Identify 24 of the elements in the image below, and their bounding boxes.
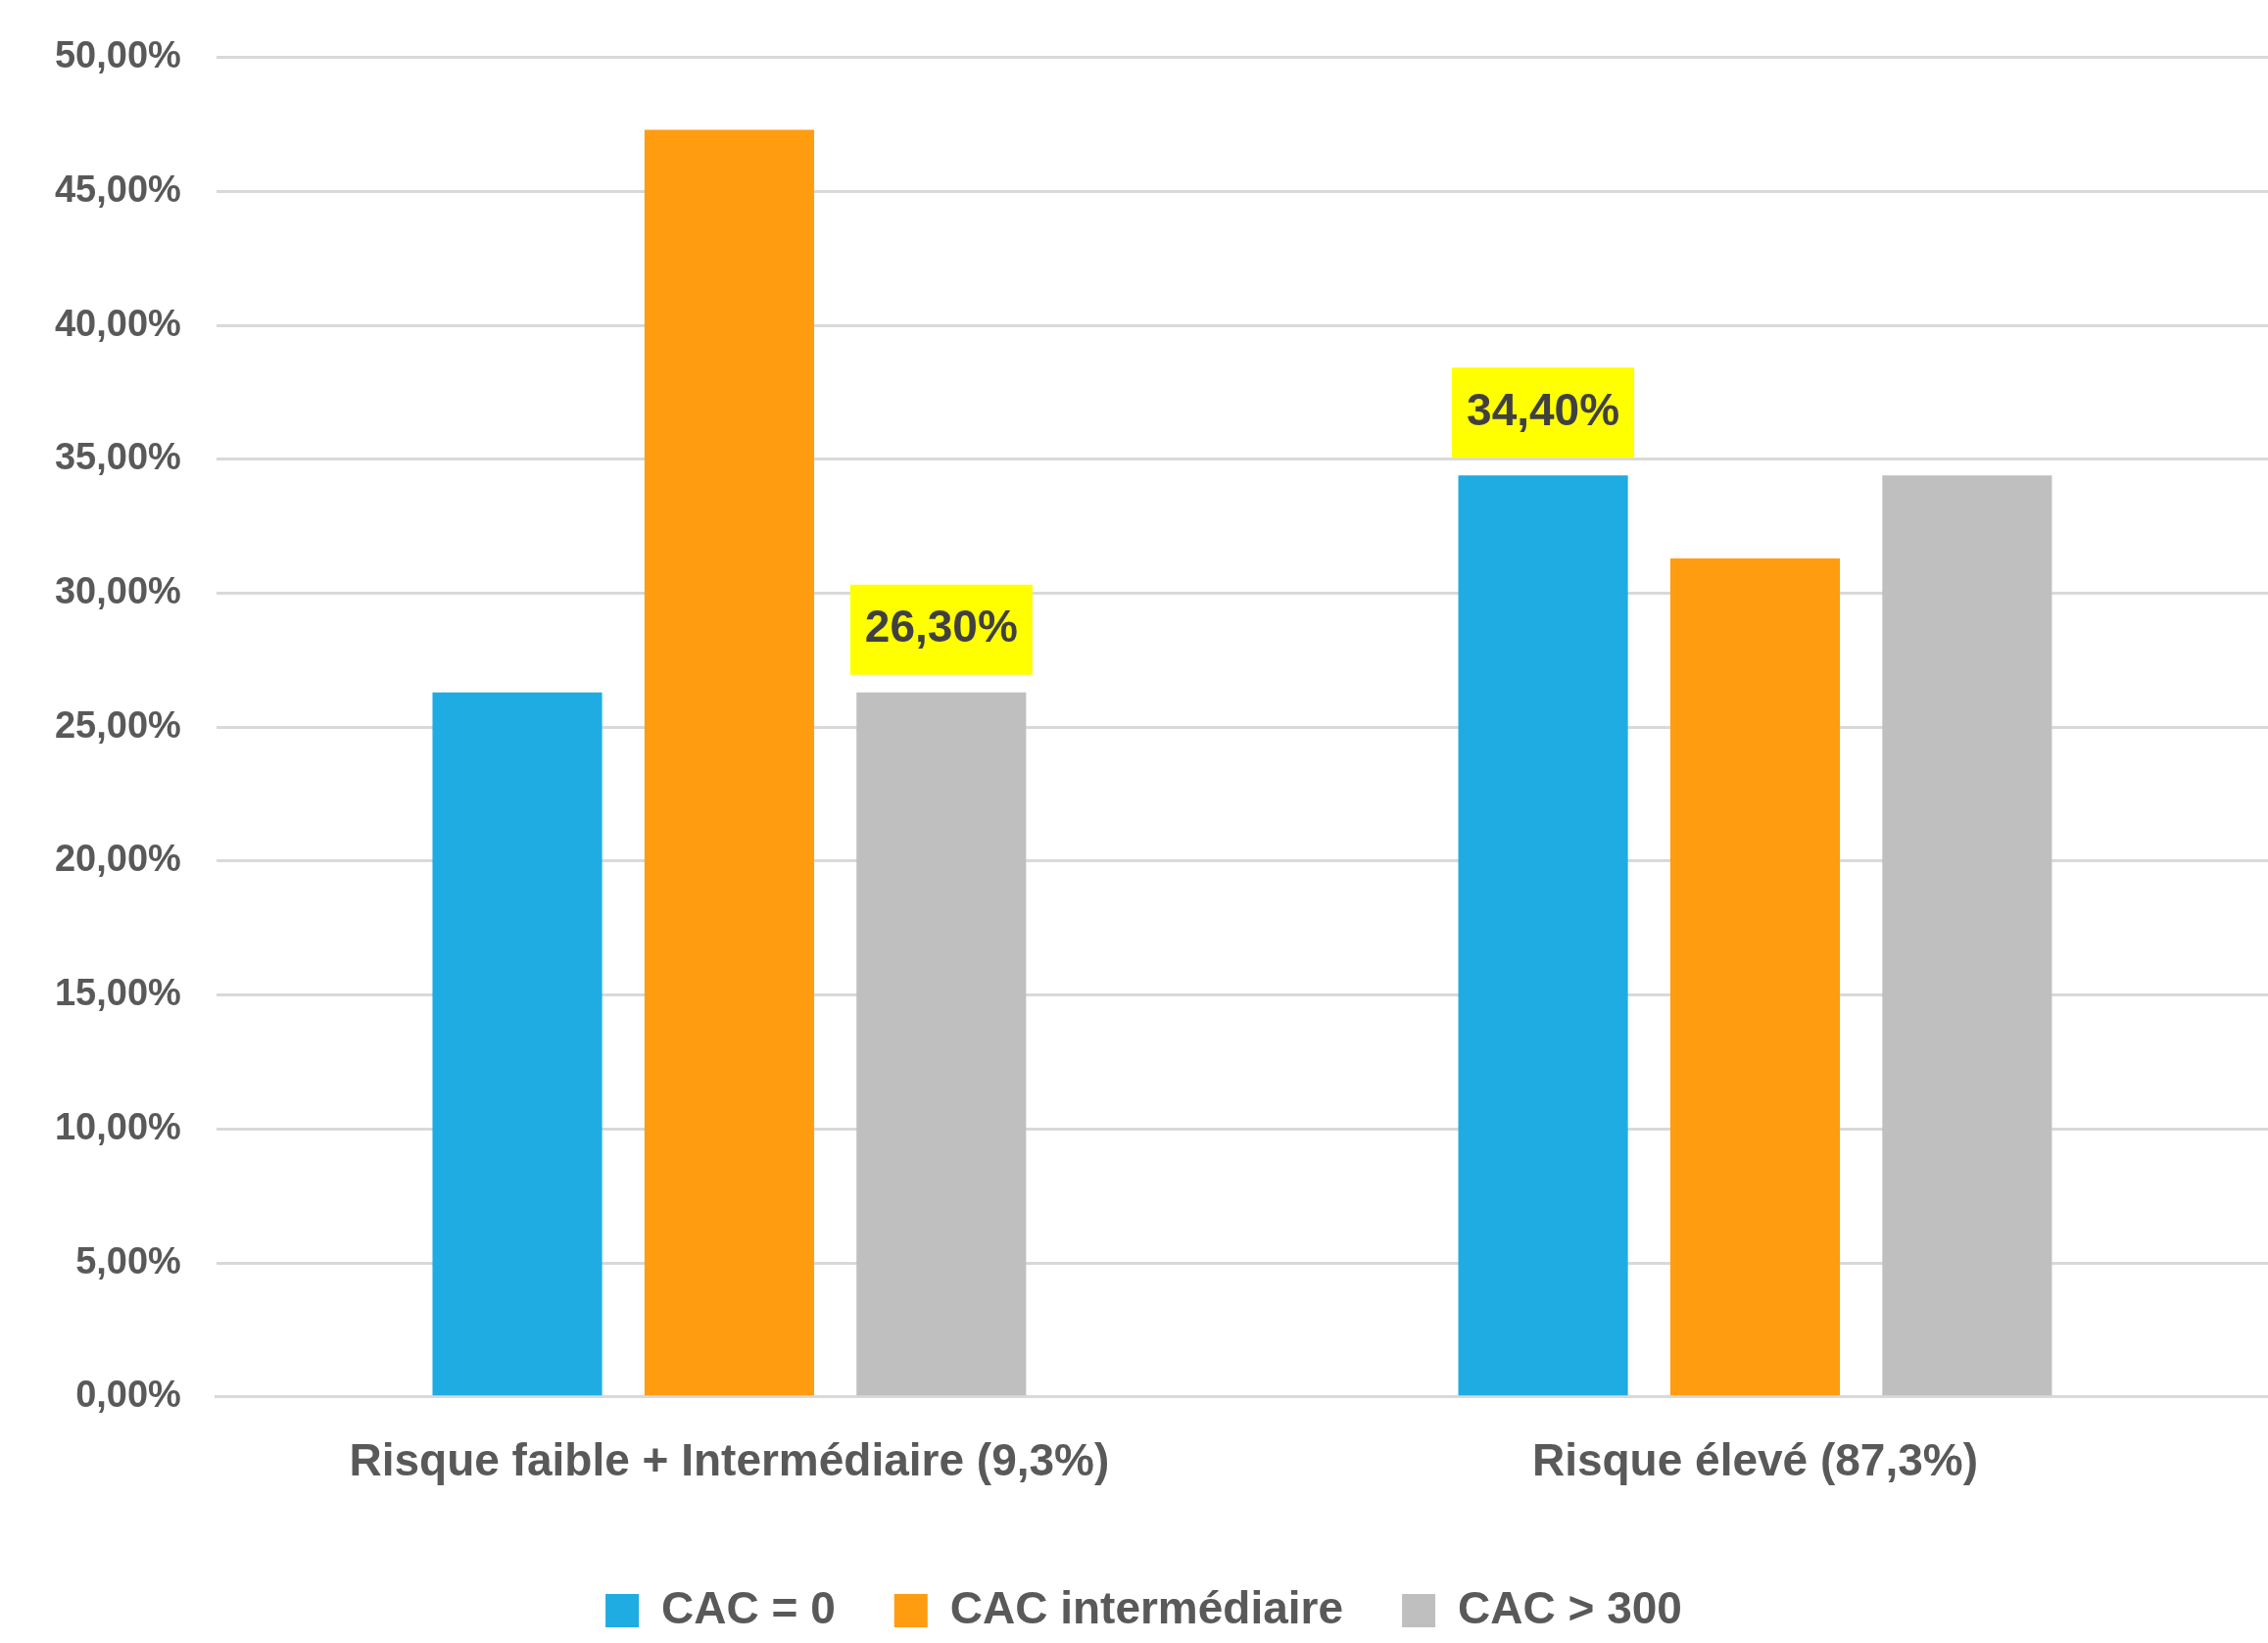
bar	[1458, 475, 1628, 1396]
y-tick-label: 50,00%	[54, 34, 181, 76]
bar	[856, 692, 1027, 1396]
y-tick-label: 40,00%	[54, 302, 181, 344]
y-tick-label: 25,00%	[54, 703, 181, 746]
y-tick-label: 20,00%	[54, 838, 181, 880]
y-tick-label: 10,00%	[54, 1105, 181, 1147]
bar	[1669, 558, 1841, 1396]
y-tick-label: 35,00%	[54, 436, 181, 478]
y-tick-label: 5,00%	[75, 1239, 181, 1281]
legend-label: CAC = 0	[661, 1581, 836, 1633]
y-tick-label: 30,00%	[54, 570, 181, 612]
bar	[644, 129, 814, 1396]
legend-label: CAC intermédiaire	[949, 1581, 1344, 1633]
y-tick-label: 0,00%	[75, 1374, 181, 1416]
bar	[432, 692, 603, 1396]
y-tick-label: 15,00%	[54, 972, 181, 1014]
x-tick-label: Risque élevé (87,3%)	[1531, 1434, 1979, 1486]
legend-label: CAC > 300	[1458, 1581, 1682, 1633]
bar	[1882, 475, 2052, 1396]
data-label: 34,40%	[1467, 383, 1620, 435]
y-tick-label: 45,00%	[54, 168, 181, 210]
data-label: 26,30%	[864, 601, 1018, 652]
x-tick-label: Risque faible + Intermédiaire (9,3%)	[349, 1434, 1110, 1486]
